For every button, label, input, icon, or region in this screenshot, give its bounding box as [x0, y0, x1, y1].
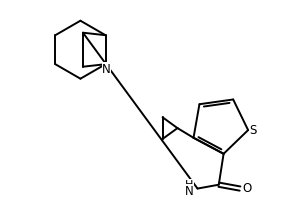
Text: N: N	[184, 185, 193, 198]
Text: N: N	[102, 63, 111, 76]
Text: S: S	[249, 124, 256, 137]
Text: O: O	[242, 182, 251, 195]
Text: H: H	[184, 180, 193, 190]
